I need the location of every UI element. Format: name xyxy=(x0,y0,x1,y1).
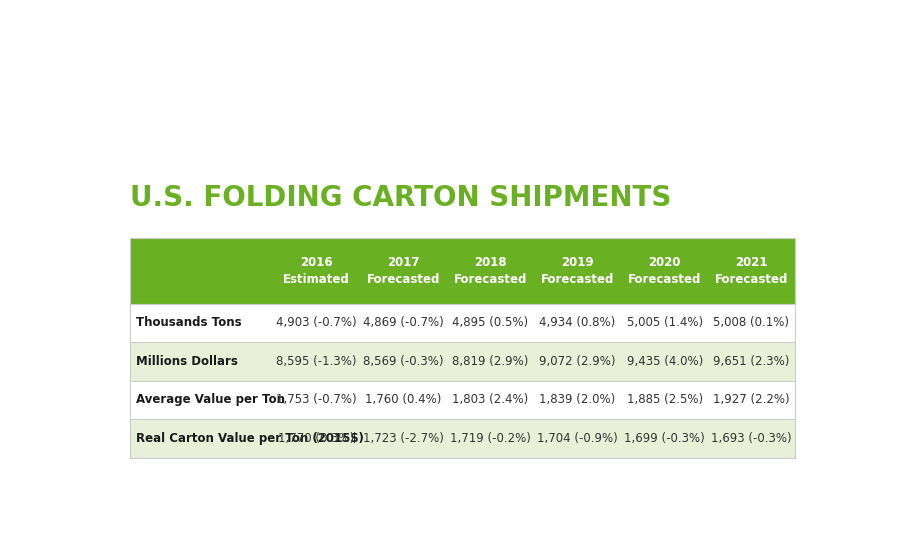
Text: 5,008 (0.1%): 5,008 (0.1%) xyxy=(714,316,789,329)
Text: 8,569 (-0.3%): 8,569 (-0.3%) xyxy=(364,355,444,368)
Text: 1,719 (-0.2%): 1,719 (-0.2%) xyxy=(450,432,531,445)
Text: U.S. FOLDING CARTON SHIPMENTS: U.S. FOLDING CARTON SHIPMENTS xyxy=(130,184,671,212)
Text: Real Carton Value per Ton (2015$): Real Carton Value per Ton (2015$) xyxy=(136,432,364,445)
Text: 1,839 (2.0%): 1,839 (2.0%) xyxy=(539,393,616,406)
Text: Thousands Tons: Thousands Tons xyxy=(136,316,241,329)
Bar xyxy=(447,238,534,304)
Text: 2016
Estimated: 2016 Estimated xyxy=(283,256,350,285)
Text: 4,869 (-0.7%): 4,869 (-0.7%) xyxy=(363,316,444,329)
Text: 1,699 (-0.3%): 1,699 (-0.3%) xyxy=(625,432,705,445)
Text: Average Value per Ton: Average Value per Ton xyxy=(136,393,284,406)
Text: 8,819 (2.9%): 8,819 (2.9%) xyxy=(453,355,528,368)
Bar xyxy=(708,238,795,304)
Text: 9,651 (2.3%): 9,651 (2.3%) xyxy=(714,355,789,368)
Text: 2021
Forecasted: 2021 Forecasted xyxy=(715,256,788,285)
Bar xyxy=(273,238,360,304)
Text: 9,072 (2.9%): 9,072 (2.9%) xyxy=(539,355,616,368)
Text: Millions Dollars: Millions Dollars xyxy=(136,355,238,368)
Text: 9,435 (4.0%): 9,435 (4.0%) xyxy=(626,355,703,368)
Bar xyxy=(621,238,708,304)
Text: 2019
Forecasted: 2019 Forecasted xyxy=(541,256,615,285)
Text: 5,005 (1.4%): 5,005 (1.4%) xyxy=(626,316,703,329)
Bar xyxy=(130,419,795,458)
Text: 1,760 (0.4%): 1,760 (0.4%) xyxy=(365,393,442,406)
Bar xyxy=(130,238,273,304)
Text: 4,903 (-0.7%): 4,903 (-0.7%) xyxy=(276,316,356,329)
Text: 1,803 (2.4%): 1,803 (2.4%) xyxy=(453,393,528,406)
Text: 1,693 (-0.3%): 1,693 (-0.3%) xyxy=(711,432,792,445)
Text: 4,934 (0.8%): 4,934 (0.8%) xyxy=(539,316,616,329)
Bar xyxy=(130,342,795,381)
Text: 1,723 (-2.7%): 1,723 (-2.7%) xyxy=(363,432,444,445)
Text: 2020
Forecasted: 2020 Forecasted xyxy=(628,256,701,285)
Text: 2017
Forecasted: 2017 Forecasted xyxy=(367,256,440,285)
Text: 1,927 (2.2%): 1,927 (2.2%) xyxy=(713,393,790,406)
Text: 4,895 (0.5%): 4,895 (0.5%) xyxy=(453,316,528,329)
Bar xyxy=(360,238,447,304)
Text: 1,753 (-0.7%): 1,753 (-0.7%) xyxy=(276,393,356,406)
Text: 1,704 (-0.9%): 1,704 (-0.9%) xyxy=(537,432,618,445)
Text: 1,885 (2.5%): 1,885 (2.5%) xyxy=(626,393,703,406)
Bar xyxy=(130,381,795,419)
Text: 1,770 (0.3%): 1,770 (0.3%) xyxy=(278,432,355,445)
Text: 2018
Forecasted: 2018 Forecasted xyxy=(454,256,527,285)
Bar xyxy=(534,238,621,304)
Bar xyxy=(130,304,795,342)
Text: 8,595 (-1.3%): 8,595 (-1.3%) xyxy=(276,355,356,368)
